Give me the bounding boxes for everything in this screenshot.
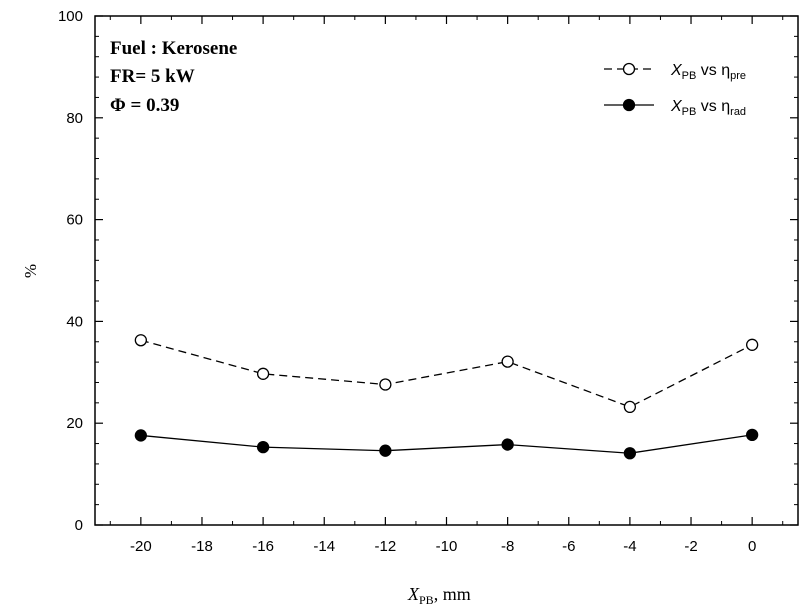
x-axis: -20 -18 -16 -14 -12 -10 -8 -6 -4 -2 0 [109, 16, 784, 555]
x-tick-label-3: -14 [313, 538, 335, 555]
legend-label-rad: XPB vs ηrad [670, 98, 746, 118]
series-0 [134, 334, 759, 414]
x-tick-label-5: -10 [436, 538, 458, 555]
legend-marker-pre [622, 62, 636, 76]
annotation-fr: FR= 5 kW [110, 66, 195, 87]
legend-marker-rad [622, 98, 636, 112]
x-tick-label-6: -8 [501, 538, 514, 555]
series-0-point-5 [746, 338, 759, 351]
legend-entry-pre: XPB vs ηpre [604, 62, 746, 82]
x-tick-label-7: -6 [562, 538, 575, 555]
series-0-point-4 [623, 400, 637, 414]
legend: XPB vs ηpre XPB vs ηrad [604, 62, 746, 118]
y-tick-label-1: 20 [66, 415, 83, 432]
series-1-point-0 [134, 429, 147, 442]
series-1 [134, 428, 759, 460]
series-0-point-0 [134, 334, 147, 347]
annotation-phi: Φ = 0.39 [110, 95, 179, 116]
series-1-point-2 [379, 444, 392, 457]
x-tick-label-0: -20 [130, 538, 152, 555]
y-tick-label-5: 100 [58, 8, 83, 25]
x-tick-label-2: -16 [252, 538, 274, 555]
series-1-point-4 [623, 447, 637, 460]
x-axis-label: XPB, mm [407, 584, 471, 607]
plot-frame [94, 15, 799, 526]
legend-entry-rad: XPB vs ηrad [604, 98, 746, 118]
y-tick-label-2: 40 [66, 313, 83, 330]
x-tick-label-4: -12 [375, 538, 397, 555]
x-tick-label-1: -18 [191, 538, 213, 555]
series-0-point-3 [501, 355, 514, 368]
series-layer [134, 334, 759, 460]
series-1-point-3 [501, 438, 514, 451]
x-tick-label-9: -2 [684, 538, 697, 555]
y-tick-label-4: 80 [66, 110, 83, 127]
y-axis-label: % [21, 264, 40, 278]
y-axis: 0 20 40 60 80 100 [58, 8, 798, 534]
y-tick-label-3: 60 [66, 212, 83, 229]
series-line-0 [140, 339, 753, 408]
legend-label-pre: XPB vs ηpre [670, 62, 746, 82]
series-1-point-1 [256, 440, 270, 454]
x-tick-label-8: -4 [623, 538, 636, 555]
series-line-1 [140, 434, 753, 454]
y-tick-label-0: 0 [75, 517, 83, 534]
annotation-fuel: Fuel : Kerosene [110, 38, 237, 59]
series-0-point-2 [379, 378, 392, 391]
x-tick-label-10: 0 [748, 538, 756, 555]
series-0-point-1 [256, 367, 270, 380]
series-1-point-5 [746, 428, 759, 442]
